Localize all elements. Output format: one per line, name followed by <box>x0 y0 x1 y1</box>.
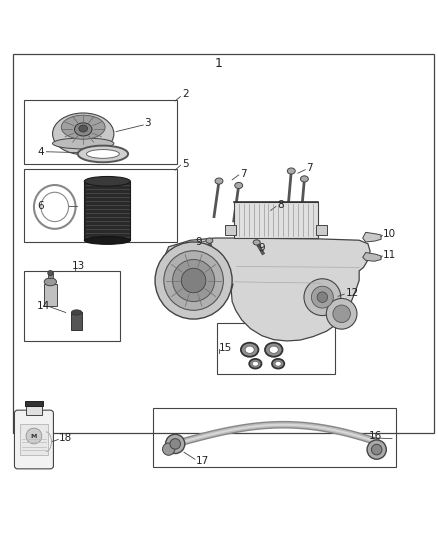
Bar <box>20 424 48 455</box>
Ellipse shape <box>206 238 213 243</box>
Bar <box>48 272 53 278</box>
Text: 11: 11 <box>383 249 396 260</box>
Ellipse shape <box>78 146 128 162</box>
Ellipse shape <box>265 343 283 357</box>
Bar <box>25 400 43 406</box>
Ellipse shape <box>79 125 88 132</box>
Ellipse shape <box>269 346 278 353</box>
Text: 7: 7 <box>307 163 313 173</box>
Text: 9: 9 <box>195 237 201 247</box>
Ellipse shape <box>215 178 223 184</box>
Ellipse shape <box>53 138 114 149</box>
Bar <box>13 54 434 433</box>
Circle shape <box>304 279 341 316</box>
Text: 2: 2 <box>182 90 188 99</box>
Polygon shape <box>363 253 381 261</box>
Ellipse shape <box>275 361 281 366</box>
Ellipse shape <box>252 361 258 366</box>
Text: 13: 13 <box>72 261 85 271</box>
Text: 4: 4 <box>37 147 44 157</box>
Ellipse shape <box>61 115 105 139</box>
Circle shape <box>170 439 180 449</box>
Bar <box>84 181 131 240</box>
Bar <box>24 271 120 341</box>
Text: 9: 9 <box>258 243 265 253</box>
Bar <box>217 324 335 374</box>
Circle shape <box>26 428 42 444</box>
Circle shape <box>162 443 175 455</box>
Ellipse shape <box>235 182 243 189</box>
Circle shape <box>173 260 215 302</box>
Circle shape <box>164 251 223 310</box>
Bar <box>316 225 327 235</box>
Circle shape <box>326 298 357 329</box>
Ellipse shape <box>84 237 131 245</box>
Text: 1: 1 <box>215 57 223 70</box>
Circle shape <box>317 292 328 302</box>
Text: 15: 15 <box>219 343 232 352</box>
Ellipse shape <box>249 359 261 368</box>
Circle shape <box>333 305 350 322</box>
Ellipse shape <box>84 176 131 186</box>
Text: 3: 3 <box>145 118 151 128</box>
Circle shape <box>311 286 333 308</box>
Bar <box>26 406 42 415</box>
Bar <box>153 408 396 467</box>
Text: M: M <box>31 433 37 439</box>
Circle shape <box>155 242 232 319</box>
Ellipse shape <box>71 310 82 315</box>
Ellipse shape <box>44 278 57 286</box>
Bar <box>71 312 82 330</box>
Ellipse shape <box>41 192 68 222</box>
Circle shape <box>166 434 185 454</box>
Text: 7: 7 <box>240 168 247 179</box>
Circle shape <box>181 268 206 293</box>
Text: 18: 18 <box>59 433 72 443</box>
Circle shape <box>367 440 386 459</box>
Ellipse shape <box>253 240 260 245</box>
Ellipse shape <box>241 343 258 357</box>
Text: 16: 16 <box>369 431 382 441</box>
Bar <box>234 202 318 238</box>
Bar <box>24 169 177 243</box>
Text: 6: 6 <box>37 201 44 211</box>
Ellipse shape <box>300 176 308 182</box>
Ellipse shape <box>53 113 114 155</box>
Text: 10: 10 <box>383 229 396 239</box>
Text: 17: 17 <box>196 456 209 465</box>
Bar <box>44 284 57 306</box>
Text: 5: 5 <box>182 159 188 168</box>
Polygon shape <box>363 232 381 242</box>
Circle shape <box>371 445 382 455</box>
Ellipse shape <box>272 359 284 368</box>
Ellipse shape <box>86 150 119 158</box>
Ellipse shape <box>245 346 254 353</box>
Text: 12: 12 <box>346 288 359 298</box>
FancyBboxPatch shape <box>14 410 53 469</box>
Polygon shape <box>166 238 370 341</box>
Ellipse shape <box>287 168 295 174</box>
Text: 8: 8 <box>277 200 284 210</box>
Text: 14: 14 <box>37 301 50 311</box>
Ellipse shape <box>74 123 92 136</box>
Circle shape <box>48 270 53 276</box>
Bar <box>225 225 236 235</box>
Bar <box>24 100 177 164</box>
